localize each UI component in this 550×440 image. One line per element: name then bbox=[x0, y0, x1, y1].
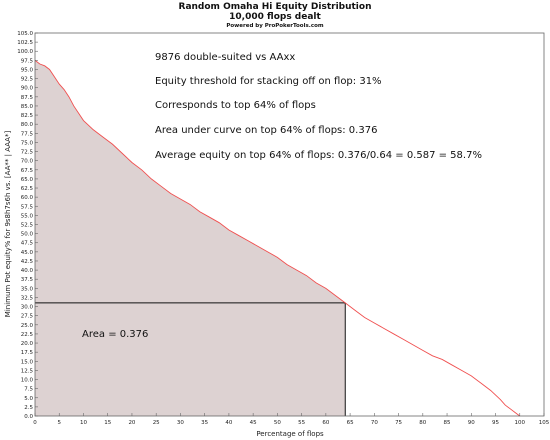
y-tick-label: 7.5 bbox=[24, 387, 33, 393]
x-tick-label: 20 bbox=[128, 420, 135, 426]
x-tick-label: 40 bbox=[225, 420, 232, 426]
annotation-line-4: Area under curve on top 64% of flops: 0.… bbox=[155, 125, 377, 136]
x-tick-label: 5 bbox=[57, 420, 61, 426]
x-tick-label: 80 bbox=[419, 420, 426, 426]
y-tick-label: 87.5 bbox=[21, 95, 34, 101]
y-tick-label: 12.5 bbox=[21, 368, 34, 374]
x-tick-label: 60 bbox=[322, 420, 329, 426]
y-tick-label: 2.5 bbox=[24, 405, 33, 411]
y-tick-label: 82.5 bbox=[21, 113, 34, 119]
chart-title: Random Omaha Hi Equity Distribution bbox=[179, 2, 372, 12]
y-tick-label: 100.0 bbox=[17, 49, 33, 55]
x-tick-label: 90 bbox=[468, 420, 475, 426]
y-tick-label: 45.0 bbox=[21, 250, 34, 256]
y-tick-label: 37.5 bbox=[21, 277, 34, 283]
y-tick-label: 27.5 bbox=[21, 314, 34, 320]
annotation-line-1: 9876 double-suited vs AAxx bbox=[155, 52, 295, 63]
chart-subtitle: 10,000 flops dealt bbox=[229, 12, 321, 22]
x-axis-label: Percentage of flops bbox=[256, 430, 324, 438]
x-tick-label: 50 bbox=[274, 420, 281, 426]
y-tick-label: 67.5 bbox=[21, 168, 34, 174]
area-label: Area = 0.376 bbox=[82, 329, 148, 340]
powered-by-text: Powered by ProPokerTools.com bbox=[226, 23, 324, 29]
annotation-line-3: Corresponds to top 64% of flops bbox=[155, 100, 316, 111]
y-tick-label: 25.0 bbox=[21, 323, 34, 329]
y-tick-label: 85.0 bbox=[21, 104, 34, 110]
x-tick-label: 30 bbox=[177, 420, 184, 426]
y-axis-label: Minimum Pot equity% for 9s8h7s6h vs. [AA… bbox=[4, 131, 12, 318]
y-tick-label: 0.0 bbox=[24, 414, 33, 420]
y-tick-label: 75.0 bbox=[21, 140, 34, 146]
y-tick-label: 10.0 bbox=[21, 378, 34, 384]
annotation-line-5: Average equity on top 64% of flops: 0.37… bbox=[155, 150, 482, 161]
area-under-curve bbox=[35, 60, 346, 417]
x-tick-label: 25 bbox=[153, 420, 160, 426]
y-tick-label: 47.5 bbox=[21, 241, 34, 247]
x-tick-label: 35 bbox=[201, 420, 208, 426]
x-tick-label: 65 bbox=[347, 420, 354, 426]
y-tick-label: 35.0 bbox=[21, 286, 34, 292]
y-tick-label: 42.5 bbox=[21, 259, 34, 265]
y-tick-label: 20.0 bbox=[21, 341, 34, 347]
y-tick-label: 52.5 bbox=[21, 223, 34, 229]
x-tick-label: 105 bbox=[539, 420, 550, 426]
annotation-line-2: Equity threshold for stacking off on flo… bbox=[155, 76, 382, 87]
y-tick-label: 70.0 bbox=[21, 159, 34, 165]
y-tick-label: 60.0 bbox=[21, 195, 34, 201]
y-tick-label: 5.0 bbox=[24, 396, 33, 402]
x-tick-label: 10 bbox=[80, 420, 87, 426]
x-tick-label: 55 bbox=[298, 420, 305, 426]
y-tick-label: 105.0 bbox=[17, 31, 33, 37]
y-tick-label: 57.5 bbox=[21, 204, 34, 210]
y-tick-label: 65.0 bbox=[21, 177, 34, 183]
y-tick-label: 77.5 bbox=[21, 131, 34, 137]
x-tick-label: 70 bbox=[371, 420, 378, 426]
equity-curve-line bbox=[34, 60, 521, 417]
y-tick-label: 90.0 bbox=[21, 86, 34, 92]
y-tick-label: 17.5 bbox=[21, 350, 34, 356]
y-tick-label: 80.0 bbox=[21, 122, 34, 128]
x-tick-label: 95 bbox=[492, 420, 499, 426]
x-tick-label: 85 bbox=[444, 420, 451, 426]
y-tick-label: 22.5 bbox=[21, 332, 34, 338]
y-tick-label: 72.5 bbox=[21, 150, 34, 156]
y-tick-label: 97.5 bbox=[21, 58, 34, 64]
x-tick-label: 75 bbox=[395, 420, 402, 426]
y-tick-label: 40.0 bbox=[21, 268, 34, 274]
x-tick-label: 100 bbox=[515, 420, 526, 426]
y-tick-label: 92.5 bbox=[21, 77, 34, 83]
x-tick-label: 0 bbox=[33, 420, 37, 426]
y-tick-label: 32.5 bbox=[21, 295, 34, 301]
y-tick-label: 55.0 bbox=[21, 213, 34, 219]
y-tick-label: 62.5 bbox=[21, 186, 34, 192]
x-tick-label: 15 bbox=[104, 420, 111, 426]
y-tick-label: 95.0 bbox=[21, 67, 34, 73]
y-tick-label: 15.0 bbox=[21, 359, 34, 365]
y-tick-label: 102.5 bbox=[17, 40, 33, 46]
y-tick-label: 50.0 bbox=[21, 232, 34, 238]
x-tick-label: 45 bbox=[250, 420, 257, 426]
y-tick-label: 30.0 bbox=[21, 305, 34, 311]
